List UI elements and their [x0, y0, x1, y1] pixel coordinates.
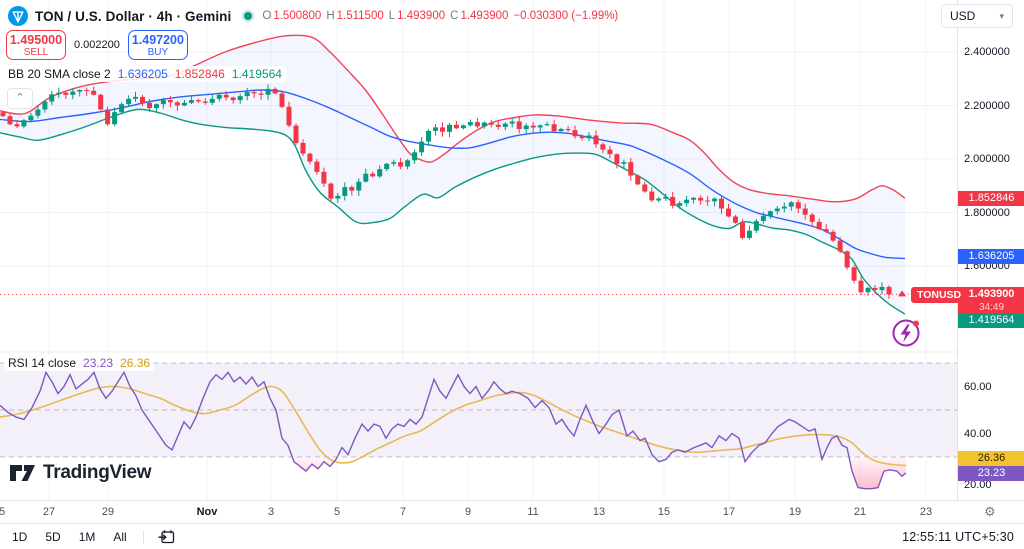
market-status-dot[interactable] — [244, 12, 253, 20]
rsi-value: 23.23 — [83, 356, 114, 370]
bb-basis-value: 1.636205 — [117, 67, 168, 81]
session-clock[interactable]: 12:55:11 UTC+5:30 — [902, 529, 1014, 544]
time-axis-label[interactable]: 23 — [919, 506, 933, 518]
price-axis-label: 2.400000 — [964, 46, 1010, 58]
bb-upper-line — [0, 34, 906, 203]
symbol-header: TON / U.S. Dollar · 4h · Gemini O 1.50080… — [8, 6, 618, 26]
spread-value: 0.002200 — [74, 39, 120, 51]
rsi-legend[interactable]: RSI 14 close 23.23 26.36 — [4, 355, 155, 371]
range-5d[interactable]: 5D — [45, 529, 61, 544]
bb-lower-axis-badge: 1.419564 — [958, 313, 1024, 328]
price-scale[interactable]: 2.400000 2.200000 2.000000 1.800000 1.600000… — [957, 0, 1024, 522]
range-1m[interactable]: 1M — [78, 529, 96, 544]
bb-basis-axis-badge: 1.636205 — [958, 249, 1024, 264]
bb-fill — [0, 35, 905, 315]
time-scale[interactable]: 5 27 29 Nov 3 5 7 9 11 13 15 17 19 21 23 ⚙ — [0, 500, 1024, 523]
price-axis-label: 2.000000 — [964, 153, 1010, 165]
time-axis-label[interactable]: 29 — [101, 506, 115, 518]
time-axis-label[interactable]: 27 — [42, 506, 56, 518]
candle-series — [0, 84, 892, 299]
currency-selector[interactable]: USD ▾ — [941, 4, 1013, 28]
bb-lower-line — [0, 108, 906, 315]
rsi-axis-label: 40.00 — [964, 428, 992, 440]
symbol-price-tag: TONUSD — [911, 287, 968, 303]
price-marker-arrow-icon — [898, 290, 906, 297]
time-axis-label[interactable]: 19 — [788, 506, 802, 518]
bar-countdown: 34:49 — [978, 302, 1005, 313]
bb-upper-value: 1.852846 — [174, 67, 225, 81]
bottom-toolbar: 1D 5D 1M All 12:55:11 UTC+5:30 — [0, 523, 1024, 549]
rsi-ma-line — [0, 385, 907, 467]
rsi-axis-label: 60.00 — [964, 381, 992, 393]
chevron-down-icon: ▾ — [999, 10, 1004, 21]
buy-button[interactable]: 1.497200 BUY — [127, 30, 188, 60]
pane-collapse-button[interactable]: ⌃ — [7, 88, 33, 109]
bb-legend[interactable]: BB 20 SMA close 2 1.636205 1.852846 1.41… — [4, 66, 286, 82]
price-axis-label: 1.800000 — [964, 206, 1010, 219]
time-axis-label[interactable]: 11 — [527, 506, 539, 518]
rsi-line — [0, 370, 907, 490]
ohlc-readout: O 1.500800 H 1.511500 L 1.493900 C 1.493900 … — [262, 10, 619, 22]
tradingview-logo[interactable]: TradingView — [10, 462, 152, 484]
time-axis-label[interactable]: 3 — [267, 506, 275, 518]
time-axis-label[interactable]: 15 — [657, 506, 671, 518]
range-all[interactable]: All — [113, 529, 127, 544]
time-axis-label[interactable]: 5 — [0, 506, 6, 518]
rsi-ma-value: 26.36 — [120, 356, 151, 370]
toolbar-divider — [142, 529, 144, 544]
bb-lower-value: 1.419564 — [231, 67, 282, 81]
time-axis-label[interactable]: 17 — [722, 506, 736, 518]
bb-upper-axis-badge: 1.852846 — [958, 191, 1024, 206]
rsi-ma-axis-badge: 26.36 — [958, 451, 1024, 466]
tradingview-mark-icon — [10, 465, 35, 481]
go-to-date-icon[interactable] — [158, 529, 175, 545]
time-axis-label[interactable]: 21 — [853, 506, 867, 518]
rsi-axis-label: 20.00 — [964, 479, 992, 491]
time-axis-label[interactable]: 5 — [333, 506, 341, 518]
time-axis-label[interactable]: 13 — [592, 506, 606, 518]
trade-panel: 1.495000 SELL 0.002200 1.497200 BUY — [6, 30, 188, 60]
range-1d[interactable]: 1D — [12, 529, 28, 544]
time-axis-label[interactable]: 7 — [399, 506, 407, 518]
time-axis-label[interactable]: 9 — [464, 506, 472, 518]
gear-icon[interactable]: ⚙ — [984, 504, 996, 519]
symbol-title[interactable]: TON / U.S. Dollar · 4h · Gemini — [35, 8, 232, 24]
rsi-axis-badge: 23.23 — [958, 466, 1024, 481]
price-change: −0.030300 (−1.99%) — [513, 10, 619, 22]
last-price-axis-badge: 1.493900 34:49 — [958, 287, 1024, 313]
quick-trade-lightning-icon — [892, 319, 920, 347]
sell-button[interactable]: 1.495000 SELL — [6, 30, 66, 60]
price-axis-label: 2.200000 — [964, 99, 1010, 112]
rsi-zone-fill — [0, 363, 957, 457]
time-axis-label[interactable]: Nov — [196, 506, 218, 518]
ton-logo-icon[interactable] — [8, 6, 28, 26]
